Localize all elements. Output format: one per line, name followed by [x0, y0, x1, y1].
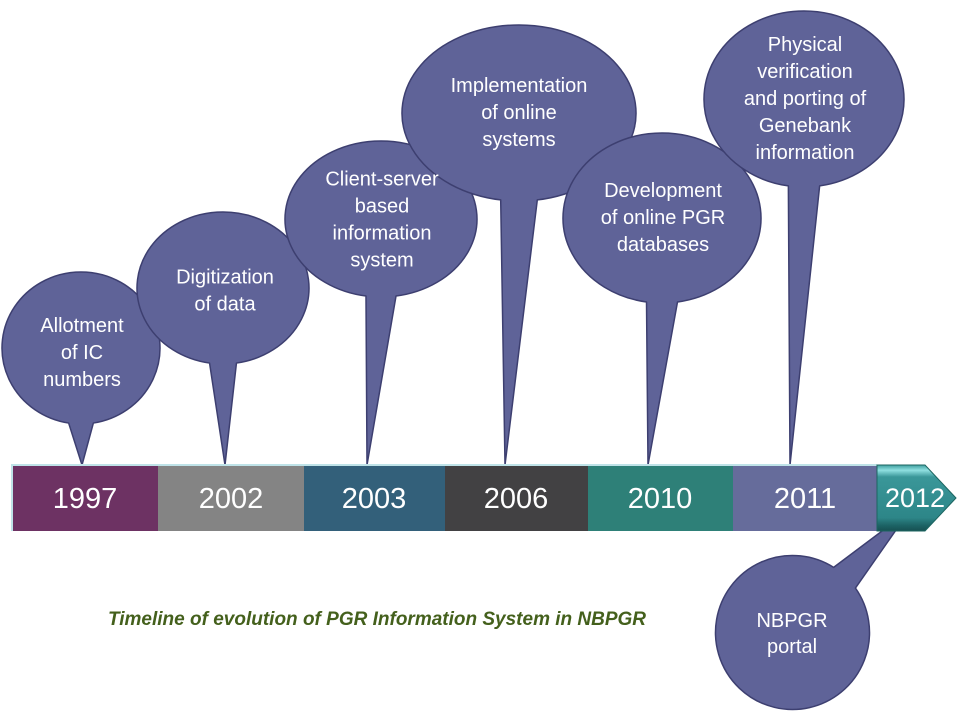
svg-text:2012: 2012: [885, 483, 945, 513]
svg-text:2006: 2006: [484, 483, 549, 515]
svg-text:2010: 2010: [628, 483, 693, 515]
svg-text:2002: 2002: [199, 483, 264, 515]
svg-text:2011: 2011: [774, 483, 836, 515]
svg-text:1997: 1997: [53, 483, 118, 515]
svg-text:2003: 2003: [342, 483, 407, 515]
svg-text:Timeline of evolution of PGR: Timeline of evolution of PGR Information…: [108, 609, 646, 630]
